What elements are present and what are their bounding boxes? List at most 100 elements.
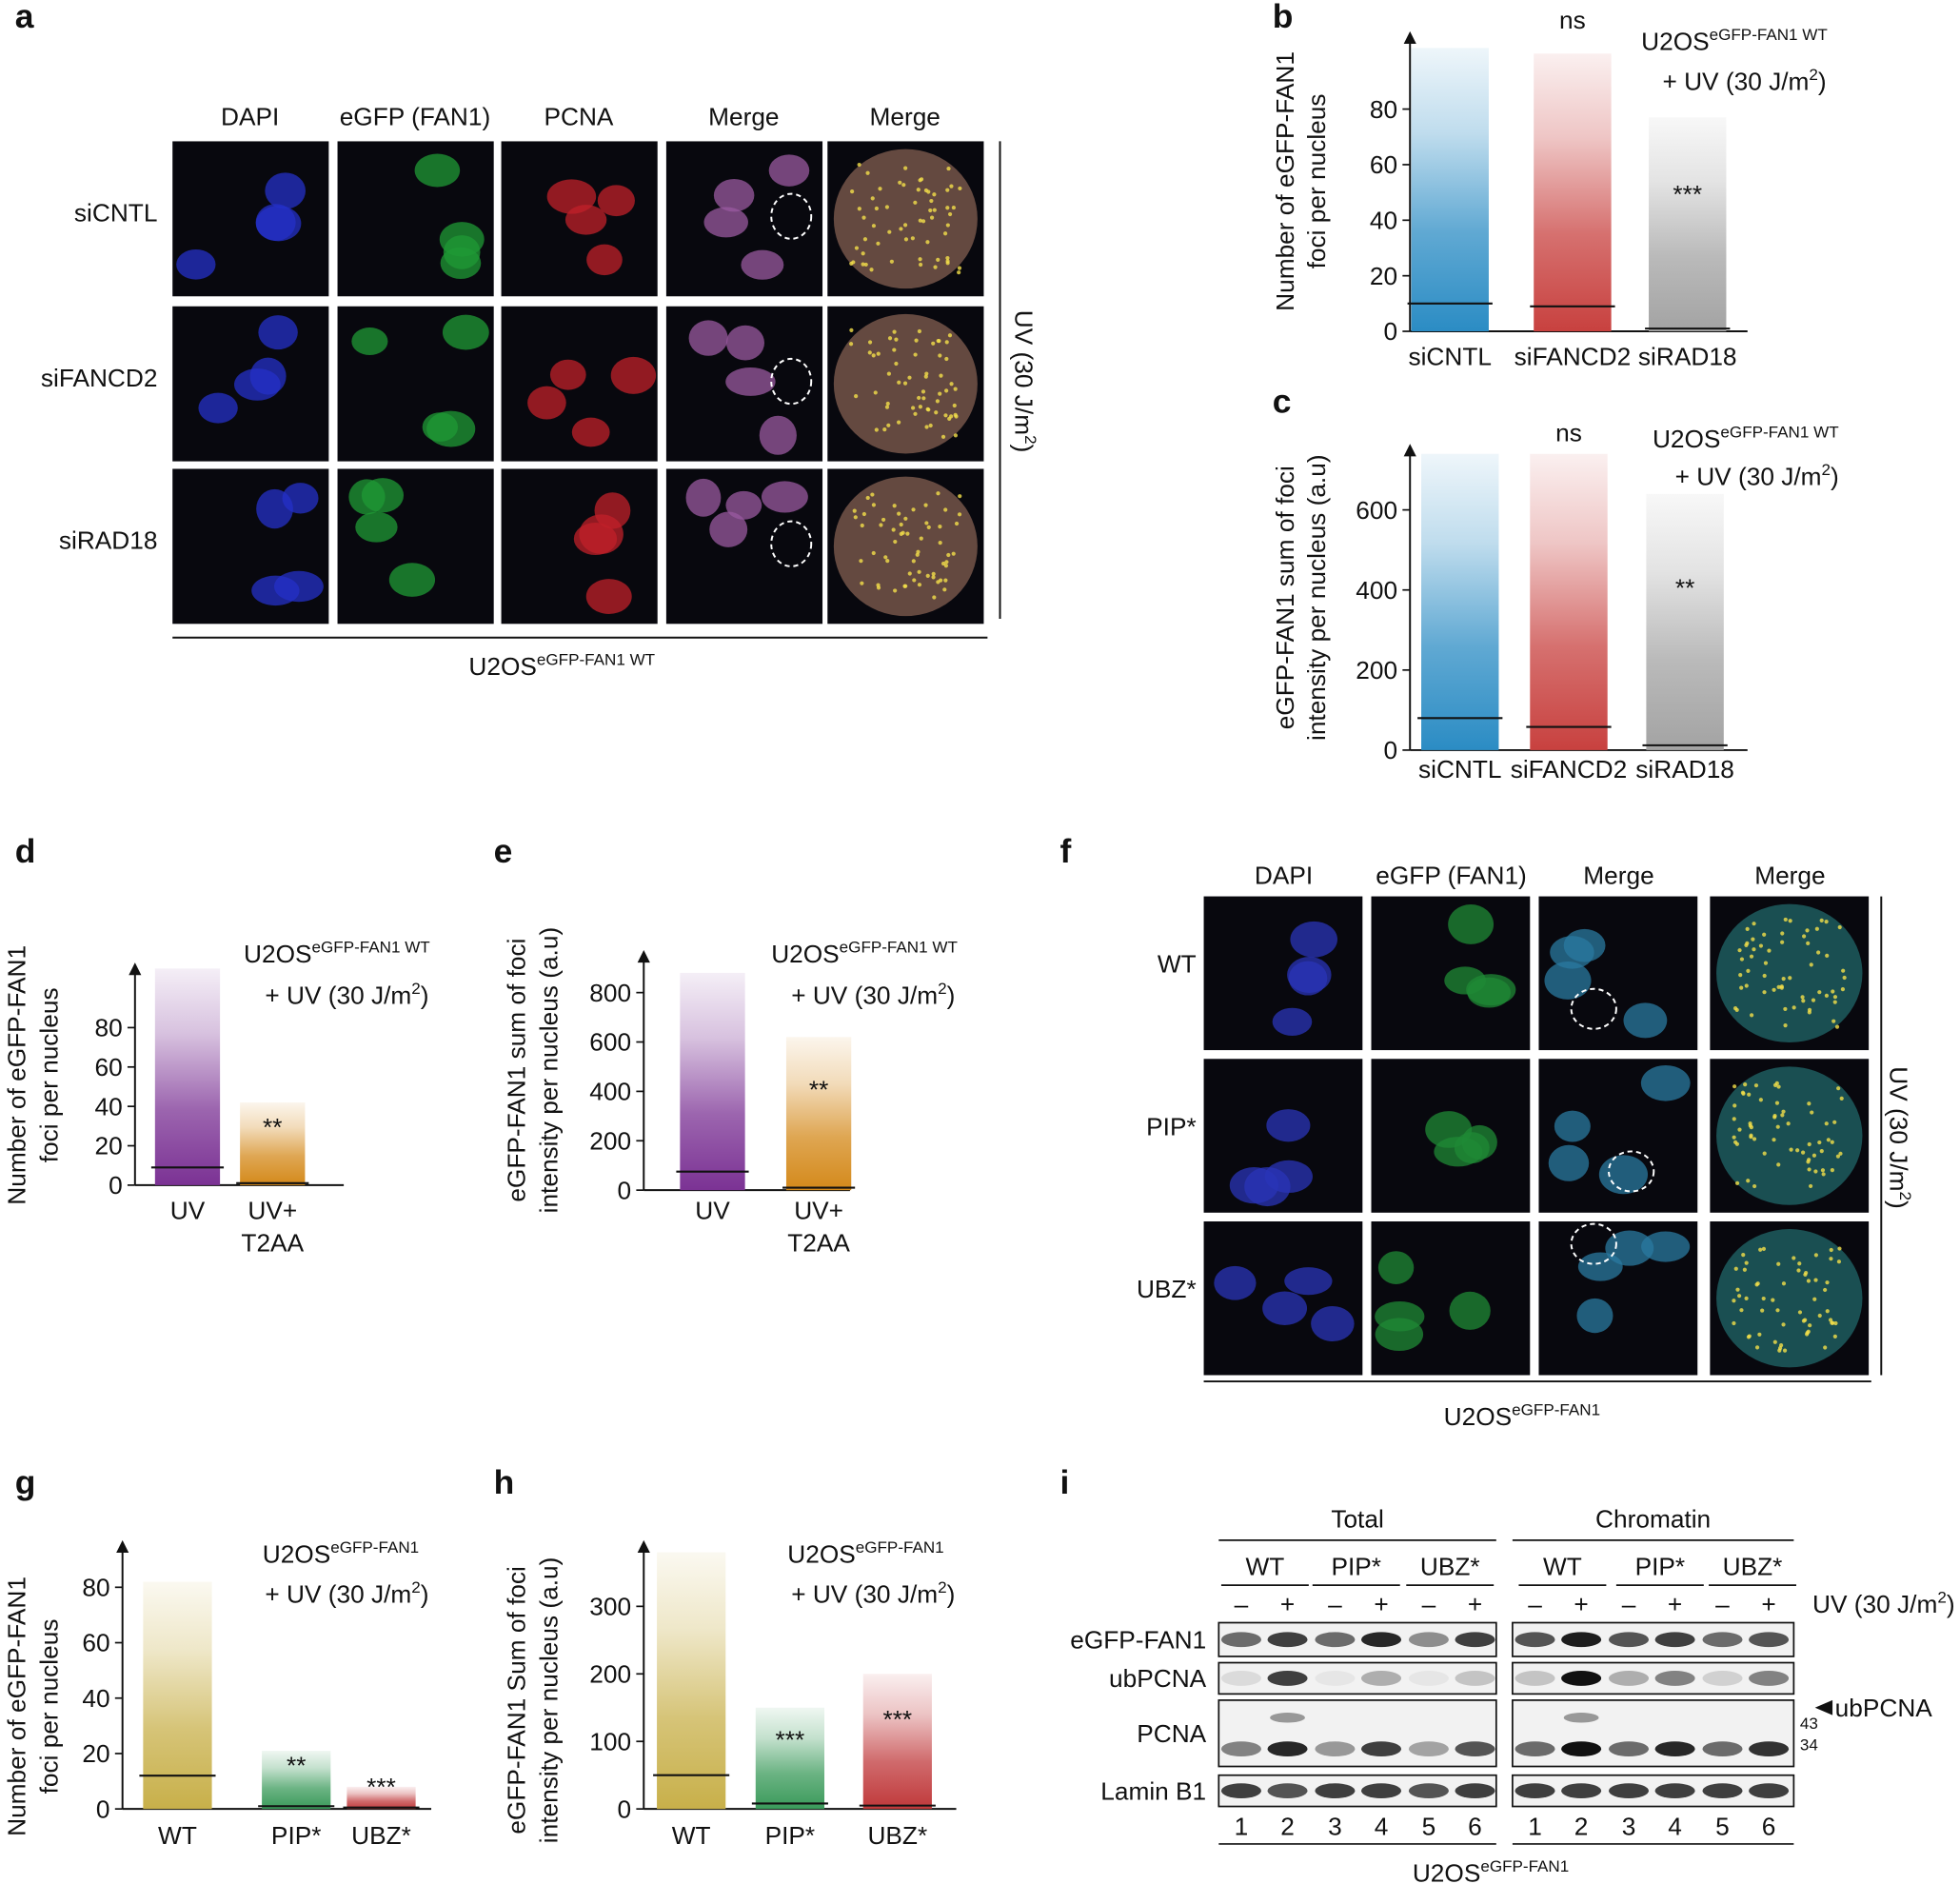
nucleus (1262, 1291, 1308, 1326)
treatment-sign: – (1528, 1590, 1542, 1618)
focus (887, 336, 893, 341)
focus (1758, 1098, 1763, 1102)
focus (887, 229, 892, 234)
focus (1771, 1298, 1775, 1302)
focus (1792, 1005, 1796, 1010)
focus (876, 351, 881, 356)
treatment-sign: + (1374, 1590, 1388, 1618)
lane-number: 6 (1468, 1813, 1482, 1841)
focus (886, 423, 891, 427)
focus (928, 423, 933, 428)
focus (1778, 1343, 1784, 1348)
blot (1512, 1661, 1795, 1696)
focus (892, 329, 897, 334)
nucleus (709, 511, 748, 547)
category-label: UV+ T2AA (241, 1196, 304, 1257)
focus (947, 333, 953, 338)
focus (854, 393, 859, 399)
annotation: + UV (30 J/m2) (265, 1578, 428, 1609)
nucleus (1641, 1231, 1691, 1262)
band (1749, 1632, 1790, 1648)
focus (917, 395, 921, 401)
band (1654, 1671, 1695, 1686)
row-label: WT (1158, 950, 1197, 979)
focus (1810, 1110, 1814, 1115)
group-label: PIP* (1331, 1553, 1381, 1581)
significance: *** (366, 1773, 396, 1801)
focus (874, 427, 879, 432)
focus (1812, 1153, 1817, 1158)
y-tick-label: 600 (589, 1028, 631, 1057)
band (1408, 1741, 1449, 1757)
focus (898, 180, 902, 185)
nucleus (549, 359, 586, 390)
text-part: ) (1009, 445, 1038, 453)
focus (921, 396, 926, 401)
nucleus (1544, 962, 1592, 1000)
focus (1749, 954, 1754, 959)
focus (936, 257, 940, 262)
point-cloud (680, 972, 745, 1191)
focus (911, 559, 916, 564)
nucleus (1550, 936, 1594, 969)
focus (865, 170, 870, 175)
category-line: siCNTL (1408, 342, 1492, 370)
focus (1830, 1140, 1834, 1144)
panel-letter: c (1273, 382, 1292, 420)
nucleus (258, 315, 298, 350)
focus (1779, 984, 1784, 989)
band (1455, 1671, 1495, 1686)
treatment-sign: + (1668, 1590, 1682, 1618)
superscript: eGFP-FAN1 (1512, 1401, 1600, 1419)
focus (891, 527, 896, 532)
focus (1788, 976, 1792, 981)
focus (945, 261, 950, 266)
focus (958, 186, 962, 191)
significance: ns (1559, 6, 1586, 34)
text-part: U2OS (244, 940, 311, 968)
focus (1807, 1141, 1812, 1147)
point-cloud (154, 968, 221, 1185)
focus (1749, 1013, 1754, 1018)
focus (1795, 1148, 1800, 1153)
category-line: PIP* (271, 1821, 322, 1850)
focus (1732, 1320, 1736, 1326)
panel-letter: e (494, 832, 513, 870)
focus (1752, 1183, 1757, 1189)
nucleus (249, 357, 287, 395)
category-label: UV (695, 1196, 730, 1224)
focus (1783, 917, 1788, 922)
focus (938, 541, 942, 545)
nucleus (768, 154, 810, 187)
group-label: WT (1245, 1553, 1284, 1581)
column-header: Merge (1583, 861, 1653, 889)
band (1702, 1783, 1743, 1798)
column-header: Merge (708, 102, 779, 130)
outline (1608, 1150, 1655, 1193)
focus (1813, 1253, 1818, 1258)
focus (903, 166, 908, 170)
y-tick-label: 100 (589, 1727, 631, 1755)
band (1702, 1632, 1743, 1648)
focus (870, 492, 875, 497)
focus (885, 401, 890, 407)
panel-letter: f (1060, 832, 1072, 870)
lane-number: 5 (1715, 1813, 1730, 1841)
y-tick-label: 20 (1370, 262, 1397, 290)
nucleus (439, 222, 485, 257)
focus (860, 581, 864, 585)
superscript: eGFP-FAN1 WT (537, 651, 656, 669)
focus (861, 262, 865, 267)
band (1749, 1783, 1790, 1798)
superscript: 2 (938, 980, 946, 998)
panel-letter: g (15, 1463, 36, 1501)
axis-arrow (116, 1539, 129, 1553)
y-tick-label: 40 (82, 1684, 109, 1713)
band (1515, 1671, 1555, 1686)
significance: ** (809, 1076, 828, 1104)
y-tick-label: 200 (589, 1126, 631, 1155)
focus (1772, 987, 1776, 992)
text-part: U2OS (263, 1539, 330, 1568)
focus (947, 416, 952, 421)
y-tick-label: 60 (1370, 150, 1397, 179)
